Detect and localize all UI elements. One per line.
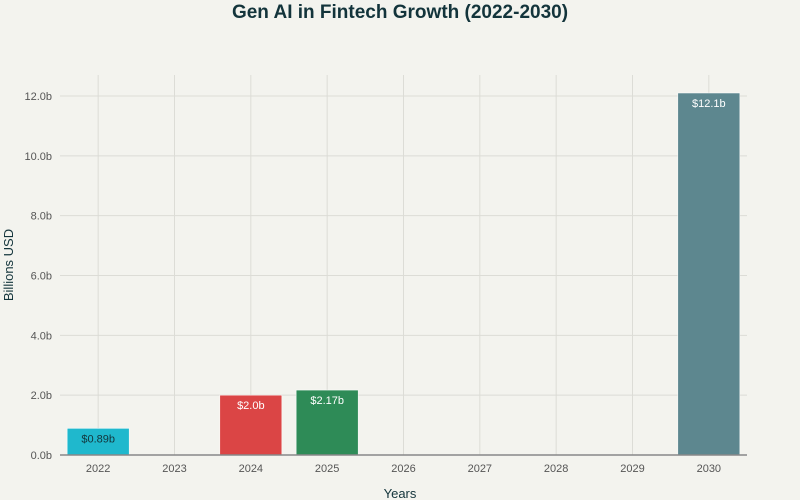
bar-2024[interactable]: [219, 394, 283, 456]
y-tick-label: 0.0b: [31, 450, 52, 462]
bar-2025[interactable]: [295, 389, 359, 456]
data-label-2022: $0.89b: [81, 433, 115, 445]
bar-2030[interactable]: [677, 92, 741, 456]
y-tick-label: 4.0b: [31, 330, 52, 342]
x-tick-label: 2030: [697, 463, 721, 475]
x-tick-label: 2026: [391, 463, 415, 475]
chart-title: Gen AI in Fintech Growth (2022-2030): [232, 2, 568, 23]
x-tick-label: 2028: [544, 463, 568, 475]
y-tick-label: 8.0b: [31, 211, 52, 223]
x-tick-label: 2022: [86, 463, 110, 475]
data-label-2024: $2.0b: [237, 400, 265, 412]
x-tick-label: 2029: [620, 463, 644, 475]
x-tick-label: 2024: [239, 463, 263, 475]
y-axis-label: Billions USD: [1, 229, 16, 301]
x-tick-label: 2027: [468, 463, 492, 475]
x-tick-label: 2023: [162, 463, 186, 475]
y-tick-label: 12.0b: [24, 91, 52, 103]
data-label-2030: $12.1b: [692, 98, 726, 110]
y-tick-label: 10.0b: [24, 151, 52, 163]
y-tick-label: 2.0b: [31, 390, 52, 402]
x-axis-label: Years: [384, 486, 417, 500]
y-tick-label: 6.0b: [31, 271, 52, 283]
data-label-2025: $2.17b: [310, 395, 344, 407]
x-tick-label: 2025: [315, 463, 339, 475]
bar-2022[interactable]: [66, 428, 130, 456]
